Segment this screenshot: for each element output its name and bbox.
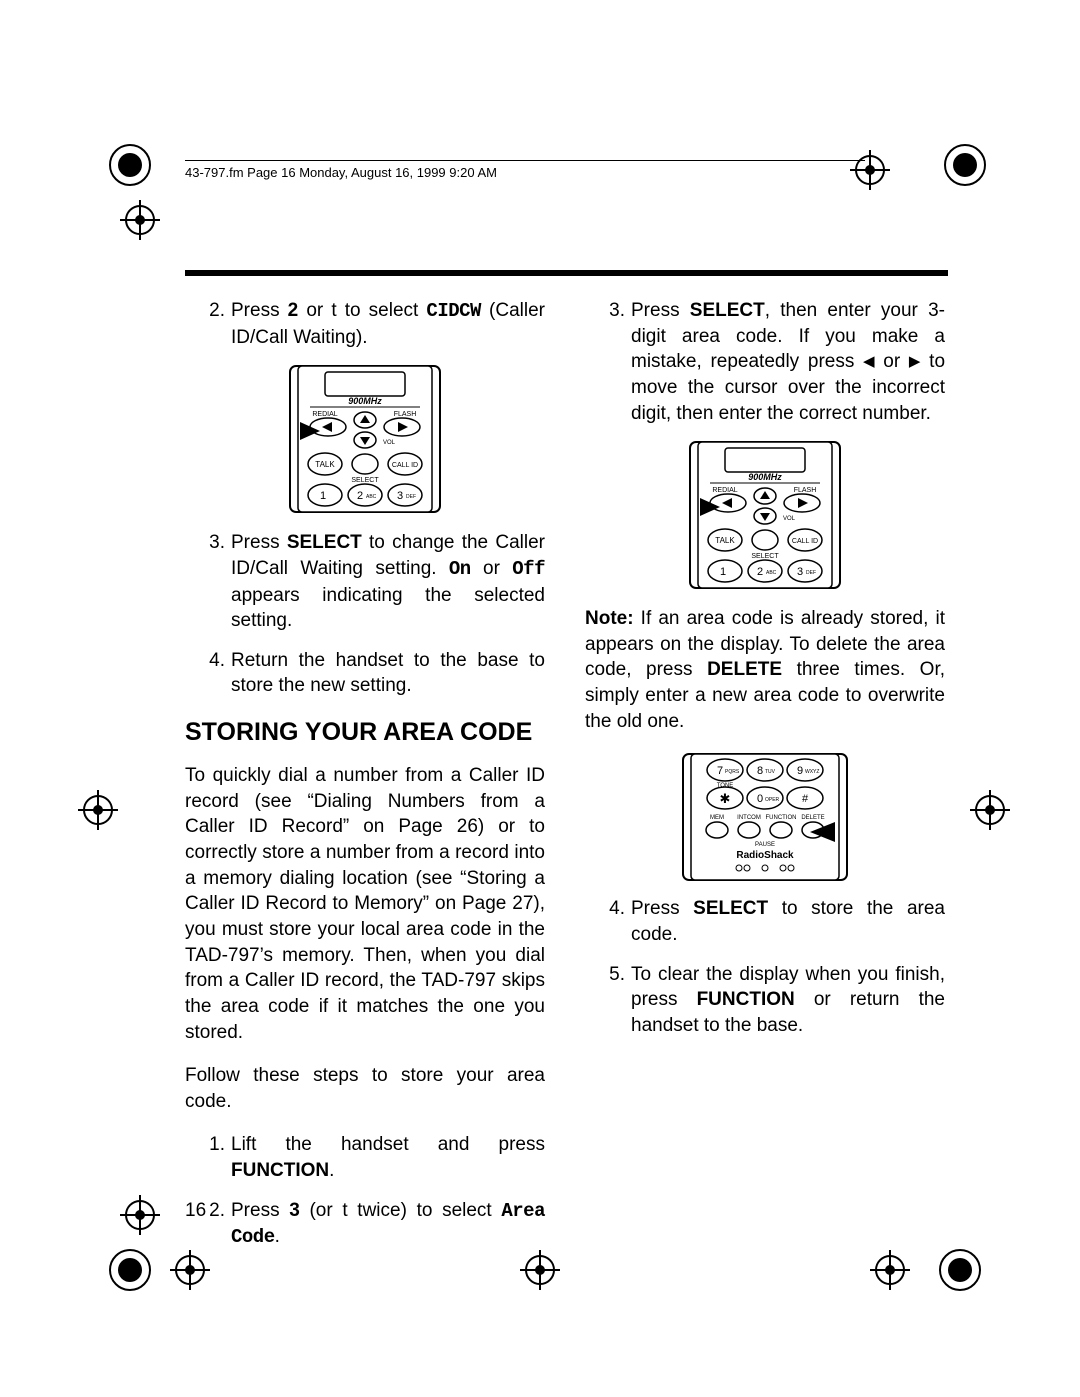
svg-text:CALL ID: CALL ID <box>392 462 418 469</box>
svg-text:7: 7 <box>717 765 723 777</box>
svg-text:9: 9 <box>797 765 803 777</box>
svg-text:FUNCTION: FUNCTION <box>766 815 797 821</box>
svg-text:DEF: DEF <box>406 494 416 500</box>
left-column: 2. Press 2 or t to select CIDCW (Caller … <box>185 298 545 1265</box>
registration-bottom-left2 <box>120 1195 160 1235</box>
svg-text:REDIAL: REDIAL <box>312 411 337 418</box>
svg-text:DEF: DEF <box>806 570 816 576</box>
svg-text:SELECT: SELECT <box>351 477 379 484</box>
para-1: To quickly dial a number from a Caller I… <box>185 763 545 1045</box>
svg-text:VOL: VOL <box>783 516 796 522</box>
registration-mid-left <box>78 790 118 830</box>
keypad-figure: 7 PQRS 8 TUV 9 WXYZ TONE ✱ 0 OPER # MEM … <box>675 752 855 882</box>
svg-text:WXYZ: WXYZ <box>805 769 819 775</box>
svg-text:3: 3 <box>797 566 803 578</box>
step-3-areacode: 3. Press SELECT, then enter your 3-digit… <box>585 298 945 426</box>
svg-text:✱: ✱ <box>720 791 731 806</box>
step-4-return: 4. Return the handset to the base to sto… <box>185 648 545 699</box>
para-2: Follow these steps to store your area co… <box>185 1063 545 1114</box>
svg-text:900MHz: 900MHz <box>748 472 782 482</box>
crop-mark-tl <box>105 140 195 190</box>
right-arrow-icon: ▶ <box>909 352 921 372</box>
step-2-press3: 2. Press 3 (or t twice) to select Area C… <box>185 1198 545 1251</box>
svg-text:ABC: ABC <box>366 494 377 500</box>
step-3-select: 3. Press SELECT to change the Caller ID/… <box>185 530 545 634</box>
svg-text:RadioShack: RadioShack <box>736 850 794 861</box>
step-1-lift: 1. Lift the handset and press FUNCTION. <box>185 1132 545 1183</box>
svg-text:0: 0 <box>757 793 763 805</box>
svg-text:2: 2 <box>757 566 763 578</box>
svg-text:MEM: MEM <box>710 815 724 821</box>
svg-text:1: 1 <box>320 490 326 502</box>
crop-mark-bl <box>105 1245 155 1295</box>
svg-text:DELETE: DELETE <box>801 815 824 821</box>
svg-text:900MHz: 900MHz <box>348 396 382 406</box>
svg-text:TALK: TALK <box>715 536 735 545</box>
handset-figure-1: 900MHz REDIAL FLASH VOL TALK CALL ID SEL… <box>280 364 450 514</box>
svg-text:SELECT: SELECT <box>751 553 779 560</box>
crop-mark-tr <box>940 140 990 190</box>
horizontal-rule <box>185 270 948 276</box>
svg-text:#: # <box>802 793 809 805</box>
note-area-code: Note: If an area code is already stored,… <box>585 606 945 734</box>
right-column: 3. Press SELECT, then enter your 3-digit… <box>585 298 945 1265</box>
svg-text:TALK: TALK <box>315 460 335 469</box>
svg-text:1: 1 <box>720 566 726 578</box>
svg-text:PQRS: PQRS <box>725 769 740 775</box>
svg-text:8: 8 <box>757 765 763 777</box>
registration-mid-right <box>970 790 1010 830</box>
step-5-clear: 5. To clear the display when you finish,… <box>585 962 945 1039</box>
page-number: 16 <box>185 1200 206 1222</box>
step-4-select-store: 4. Press SELECT to store the area code. <box>585 896 945 947</box>
svg-text:VOL: VOL <box>383 440 396 446</box>
svg-text:CALL ID: CALL ID <box>792 538 818 545</box>
svg-text:PAUSE: PAUSE <box>755 842 775 848</box>
svg-text:2: 2 <box>357 490 363 502</box>
handset-figure-2: 900MHz REDIAL FLASH VOL TALK CALL ID SEL… <box>680 440 850 590</box>
step-2-cidcw: 2. Press 2 or t to select CIDCW (Caller … <box>185 298 545 350</box>
svg-text:3: 3 <box>397 490 403 502</box>
svg-text:INTCOM: INTCOM <box>737 815 761 821</box>
svg-text:OPER: OPER <box>765 797 780 803</box>
svg-text:FLASH: FLASH <box>794 487 817 494</box>
registration-left <box>120 200 160 240</box>
page-header: 43-797.fm Page 16 Monday, August 16, 199… <box>185 160 865 180</box>
svg-text:ABC: ABC <box>766 570 777 576</box>
svg-text:TUV: TUV <box>765 769 776 775</box>
svg-text:REDIAL: REDIAL <box>712 487 737 494</box>
left-arrow-icon: ◀ <box>863 352 875 372</box>
svg-text:FLASH: FLASH <box>394 411 417 418</box>
section-title: STORING YOUR AREA CODE <box>185 717 545 747</box>
